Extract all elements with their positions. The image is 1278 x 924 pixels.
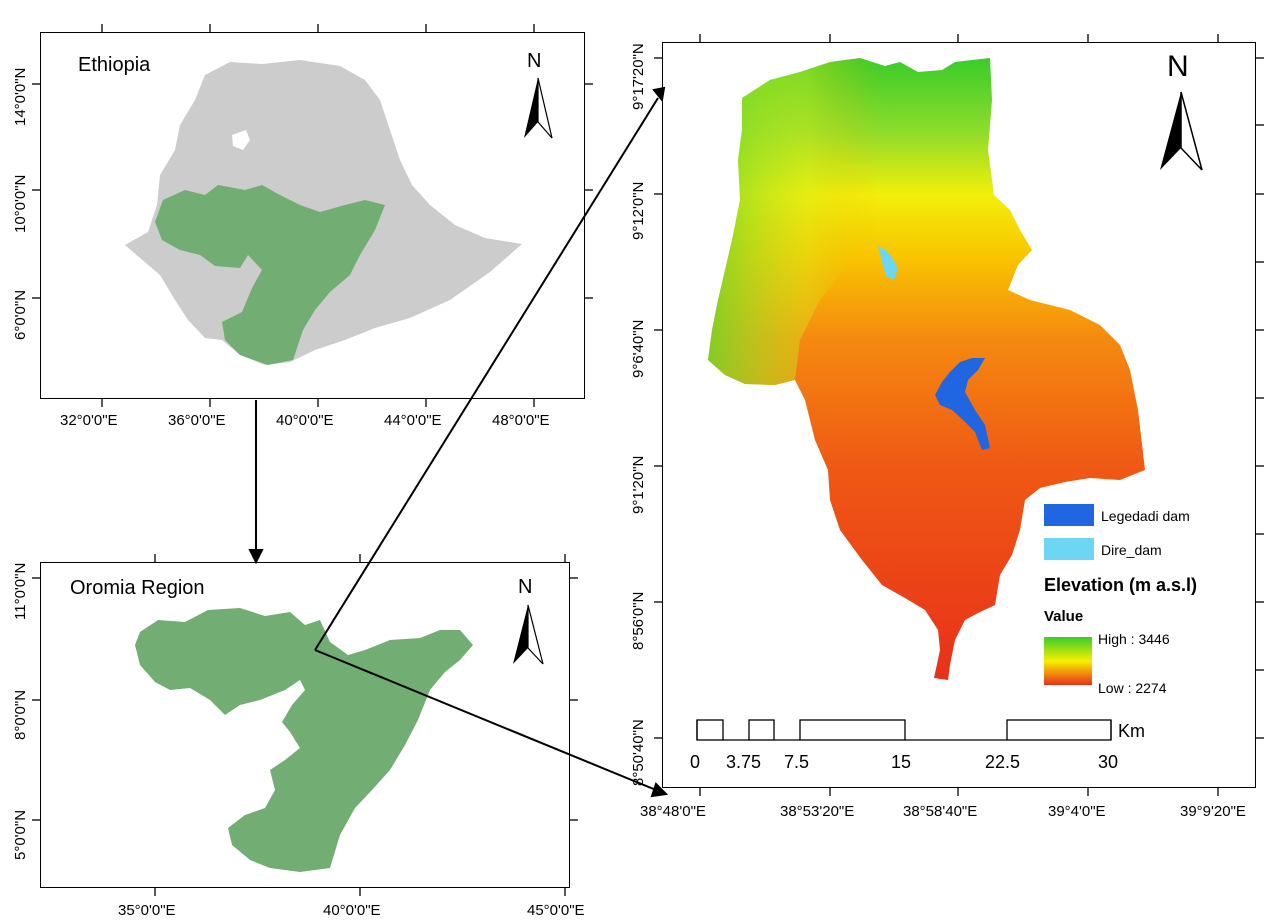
dire-dam-shape [878,246,898,280]
oromia-ticks [32,554,578,896]
scale-bar-label: 30 [1098,752,1119,772]
study-area-ticks [654,34,1264,796]
ethiopia-oromia-shape [155,185,385,365]
study-area-x-tick: 39°4'0"E [1048,803,1106,820]
elevation-legend-title: Elevation (m a.s.l) [1044,575,1198,595]
elevation-legend-low: Low : 2274 [1098,680,1167,696]
ethiopia-x-tick: 48°0'0"E [492,412,550,429]
study-area-x-tick: 39°9'20"E [1180,803,1246,820]
oromia-x-tick: 45°0'0"E [527,902,585,919]
ethiopia-x-tick: 36°0'0"E [168,412,226,429]
study-area-y-tick: 8°56'0"N [630,591,647,650]
oromia-x-tick: 40°0'0"E [323,902,381,919]
study-area-y-tick: 9°6'40"N [630,319,647,378]
scale-bar [696,719,1112,741]
oromia-region-shape [135,608,473,872]
connector-arrows [248,86,669,798]
elevation-legend-ramp [1044,637,1092,685]
dire-legend-swatch [1044,538,1094,560]
dire-legend-label: Dire_dam [1101,542,1162,558]
scale-bar-label: 3.75 [726,752,762,772]
study-area-y-tick: 9°12'0"N [630,181,647,240]
oromia-x-tick: 35°0'0"E [118,902,176,919]
elevation-raster-west-highlands [708,58,994,385]
legedadi-legend-swatch [1044,504,1094,526]
elevation-legend-value-label: Value [1044,608,1084,625]
ethiopia-ticks [32,24,593,407]
ethiopia-north-label: N [527,50,542,72]
scale-bar-label: 7.5 [784,752,810,772]
legedadi-legend-label: Legedadi dam [1101,508,1190,524]
scale-bar-label: 0 [690,752,701,772]
scale-bar-label: 15 [891,752,912,772]
study-area-x-tick: 38°53'20"E [780,803,855,820]
study-area-north-label: N [1167,50,1189,83]
legedadi-dam-shape [935,358,990,450]
oromia-north-arrow-icon [513,605,528,664]
ethiopia-x-tick: 32°0'0"E [60,412,118,429]
ethiopia-x-tick: 44°0'0"E [384,412,442,429]
ethiopia-map-title: Ethiopia [78,54,151,76]
study-area-y-tick: 9°1'20"N [630,455,647,514]
ethiopia-lake [232,130,250,150]
elevation-legend-high: High : 3446 [1098,631,1170,647]
scale-bar-label: 22.5 [985,752,1021,772]
ethiopia-x-tick: 40°0'0"E [276,412,334,429]
ethiopia-north-arrow-icon [524,78,538,138]
study-area-y-tick: 9°17'20"N [630,43,647,110]
study-area-north-arrow-icon [1160,92,1181,170]
study-area-x-tick: 38°58'40"E [903,803,978,820]
study-area-y-tick: 8°50'40"N [630,719,647,786]
study-area-x-tick: 38°48'0"E [640,803,706,820]
oromia-north-label: N [518,576,533,598]
scale-bar-unit: Km [1118,721,1145,741]
oromia-map-title: Oromia Region [70,577,205,599]
